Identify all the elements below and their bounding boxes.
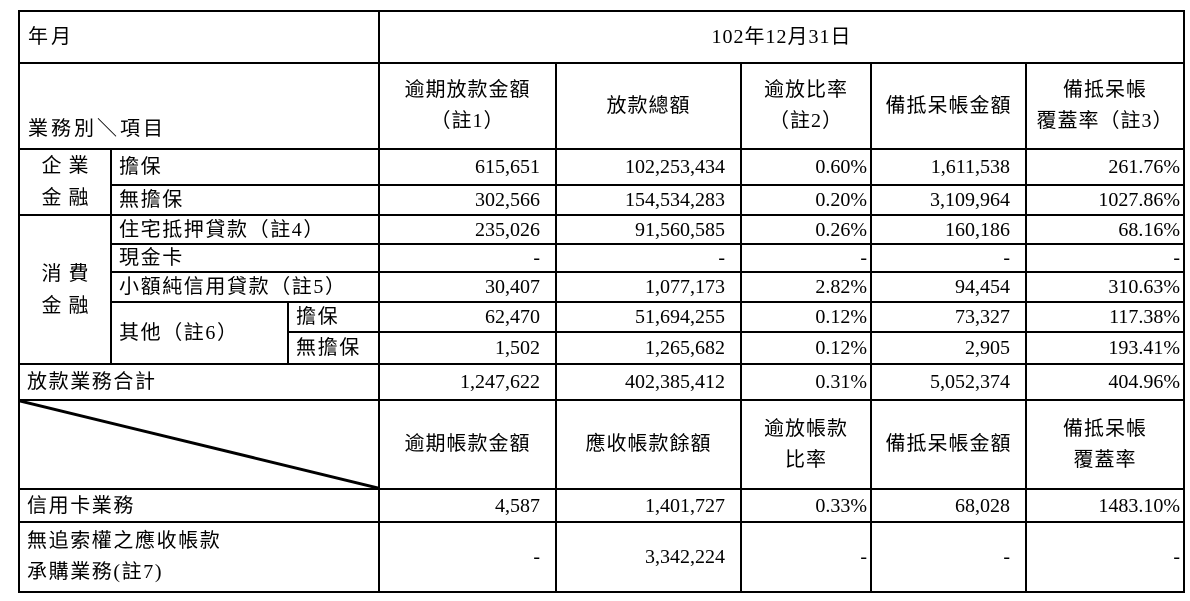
value-cell: 235,026	[378, 214, 558, 245]
col-header-coverage-ratio-2: 備抵呆帳 覆蓋率	[1025, 399, 1186, 490]
col-header-coverage-ratio: 備抵呆帳 覆蓋率（註3）	[1025, 62, 1186, 150]
value-cell: 404.96%	[1025, 363, 1186, 401]
value-cell: -	[378, 243, 558, 273]
value-cell: 193.41%	[1025, 331, 1186, 365]
value-cell: 0.12%	[740, 331, 873, 365]
value-cell: 0.20%	[740, 183, 873, 217]
col-header-overdue-loan-amount: 逾期放款金額 （註1）	[378, 62, 558, 150]
table-row: 業務別＼項目 逾期放款金額 （註1） 放款總額 逾放比率 （註2） 備抵呆帳金額…	[17, 62, 1186, 150]
col-header-allowance-amount: 備抵呆帳金額	[870, 62, 1028, 150]
value-cell: -	[378, 521, 558, 593]
row-label-secured: 擔保	[109, 148, 381, 186]
value-cell: -	[740, 521, 873, 593]
row-label-credit-card: 信用卡業務	[17, 488, 381, 523]
table-row: 放款業務合計 1,247,622 402,385,412 0.31% 5,052…	[17, 363, 1186, 401]
value-cell: 94,454	[870, 271, 1028, 303]
diagonal-line	[20, 401, 378, 488]
table-row: 小額純信用貸款（註5） 30,407 1,077,173 2.82% 94,45…	[19, 271, 1186, 303]
value-cell: 3,342,224	[555, 521, 743, 593]
table-row: 逾期帳款金額 應收帳款餘額 逾放帳款 比率 備抵呆帳金額 備抵呆帳 覆蓋率	[17, 399, 1186, 490]
period-date: 102年12月31日	[378, 10, 1186, 64]
table-row: 無擔保 1,502 1,265,682 0.12% 2,905 193.41%	[19, 331, 1186, 365]
table-row: 其他（註6） 擔保 62,470 51,694,255 0.12% 73,327…	[19, 301, 1186, 365]
table-row: 年月 102年12月31日	[17, 10, 1186, 64]
value-cell: 1,401,727	[555, 488, 743, 523]
col-header-receivable-balance: 應收帳款餘額	[555, 399, 743, 490]
value-cell: 1,077,173	[555, 271, 743, 303]
col-header-overdue-receivable-amount: 逾期帳款金額	[378, 399, 558, 490]
col-header-overdue-receivable-ratio: 逾放帳款 比率	[740, 399, 873, 490]
row-label-other-unsecured: 無擔保	[286, 331, 381, 365]
value-cell: 1,247,622	[378, 363, 558, 401]
value-cell: -	[555, 243, 743, 273]
value-cell: 1,265,682	[555, 331, 743, 365]
value-cell: 51,694,255	[555, 301, 743, 333]
row-label-other-secured: 擔保	[286, 301, 381, 333]
value-cell: 91,560,585	[555, 214, 743, 245]
value-cell: 4,587	[378, 488, 558, 523]
table-row: 信用卡業務 4,587 1,401,727 0.33% 68,028 1483.…	[17, 488, 1186, 523]
value-cell: -	[870, 243, 1028, 273]
value-cell: -	[740, 243, 873, 273]
value-cell: 261.76%	[1025, 148, 1186, 186]
group-label-corporate-finance: 企業 金融	[18, 148, 112, 216]
overdue-loans-table: 年月 102年12月31日 業務別＼項目 逾期放款金額 （註1） 放款總額 逾放…	[17, 10, 1186, 593]
value-cell: 2,905	[870, 331, 1028, 365]
value-cell: 0.33%	[740, 488, 873, 523]
row-label-other: 其他（註6）	[110, 301, 289, 365]
table-row: 消費 金融 住宅抵押貸款（註4） 235,026 91,560,585 0.26…	[18, 214, 1186, 365]
value-cell: 102,253,434	[555, 148, 743, 186]
value-cell: 1027.86%	[1025, 183, 1186, 217]
value-cell: 1483.10%	[1025, 488, 1186, 523]
row-label-mortgage: 住宅抵押貸款（註4）	[109, 214, 381, 245]
value-cell: 1,611,538	[870, 148, 1028, 186]
axis-label: 業務別＼項目	[17, 62, 381, 150]
table-row: 現金卡 - - - - -	[19, 243, 1186, 273]
value-cell: -	[1025, 243, 1186, 273]
col-header-allowance-amount-2: 備抵呆帳金額	[870, 399, 1028, 490]
value-cell: 0.26%	[740, 214, 873, 245]
row-label-loan-total: 放款業務合計	[17, 363, 381, 401]
value-cell: 5,052,374	[870, 363, 1028, 401]
row-label-micro-credit: 小額純信用貸款（註5）	[109, 271, 381, 303]
value-cell: -	[870, 521, 1028, 593]
value-cell: 68,028	[870, 488, 1028, 523]
value-cell: 73,327	[870, 301, 1028, 333]
table-row: 企業 金融 擔保 615,651 102,253,434 0.60% 1,611…	[18, 148, 1186, 216]
value-cell: 2.82%	[740, 271, 873, 303]
value-cell: 154,534,283	[555, 183, 743, 217]
diagonal-cell	[17, 399, 381, 490]
value-cell: 68.16%	[1025, 214, 1186, 245]
value-cell: 615,651	[378, 148, 558, 186]
row-label-unsecured: 無擔保	[109, 183, 381, 217]
row-label-factoring: 無追索權之應收帳款 承購業務(註7)	[17, 521, 381, 593]
value-cell: 0.31%	[740, 363, 873, 401]
value-cell: -	[1025, 521, 1186, 593]
value-cell: 1,502	[378, 331, 558, 365]
value-cell: 160,186	[870, 214, 1028, 245]
value-cell: 117.38%	[1025, 301, 1186, 333]
value-cell: 302,566	[378, 183, 558, 217]
value-cell: 0.60%	[740, 148, 873, 186]
value-cell: 0.12%	[740, 301, 873, 333]
group-label-consumer-finance: 消費 金融	[18, 214, 112, 365]
table-row: 無擔保 302,566 154,534,283 0.20% 3,109,964 …	[19, 183, 1186, 217]
value-cell: 310.63%	[1025, 271, 1186, 303]
col-header-total-loans: 放款總額	[555, 62, 743, 150]
period-axis-label: 年月	[17, 10, 381, 64]
table-row: 無追索權之應收帳款 承購業務(註7) - 3,342,224 - - -	[17, 521, 1186, 593]
col-header-npl-ratio: 逾放比率 （註2）	[740, 62, 873, 150]
value-cell: 30,407	[378, 271, 558, 303]
value-cell: 62,470	[378, 301, 558, 333]
value-cell: 3,109,964	[870, 183, 1028, 217]
row-label-cash-card: 現金卡	[109, 243, 381, 273]
value-cell: 402,385,412	[555, 363, 743, 401]
